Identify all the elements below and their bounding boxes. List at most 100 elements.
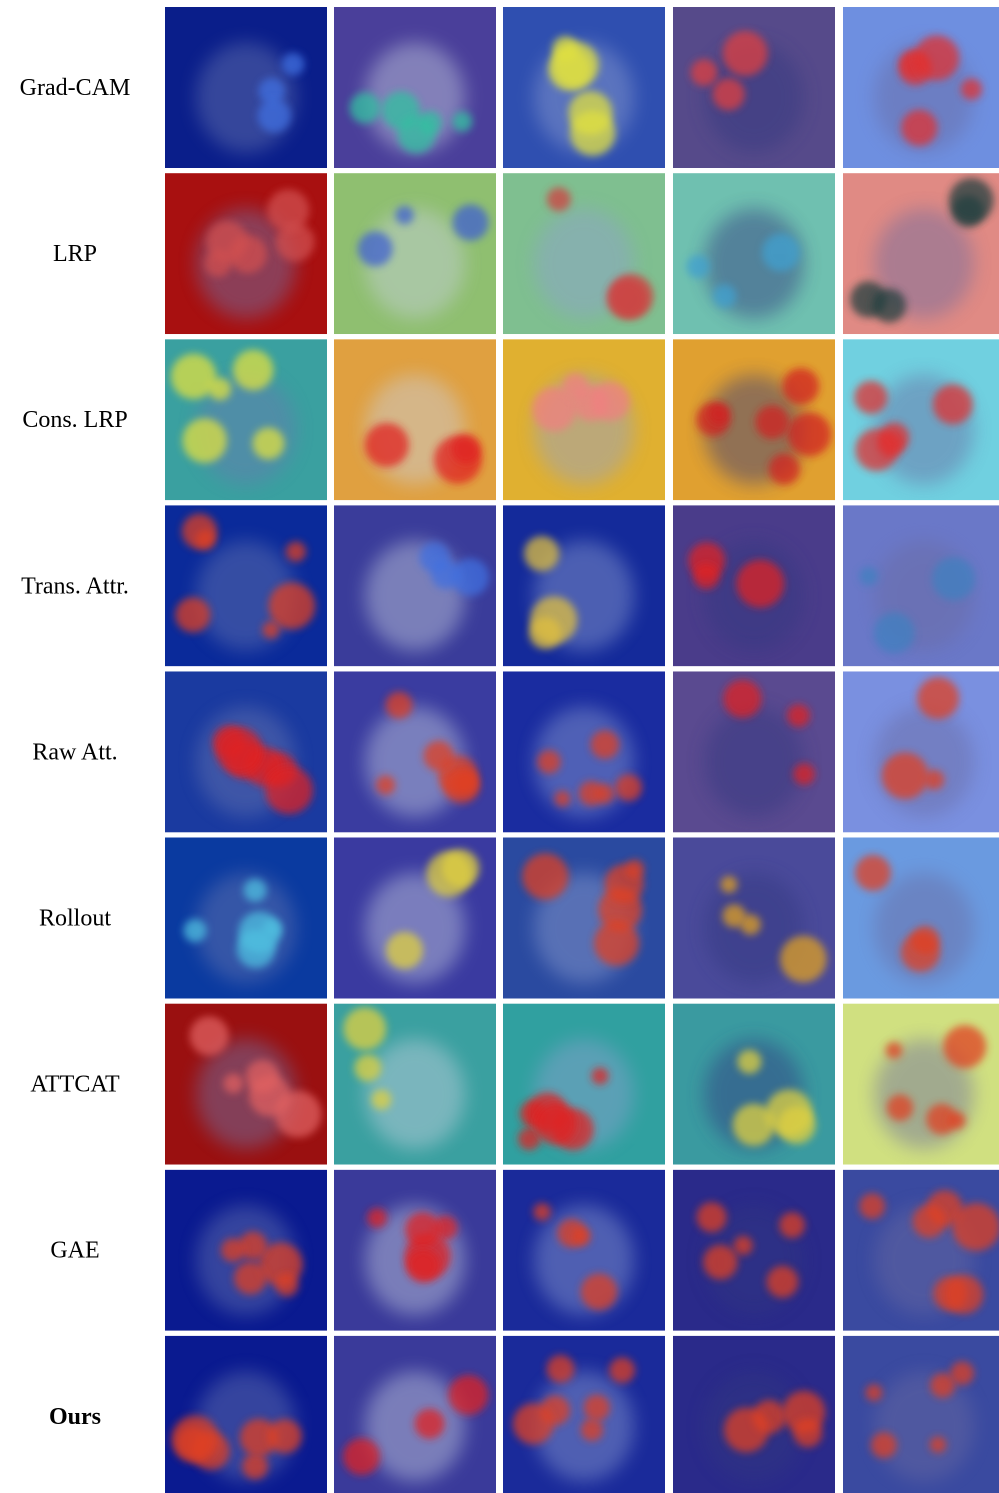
heat-spot: [944, 1275, 983, 1314]
heatmap-image: [503, 505, 665, 666]
heat-spot: [554, 791, 570, 807]
heat-spot: [522, 853, 568, 899]
heat-spot: [406, 1248, 440, 1282]
heat-spot: [615, 774, 642, 801]
heat-spot: [182, 514, 217, 549]
image-subject: [365, 541, 465, 651]
heatmap-image: [843, 1336, 999, 1493]
heat-spot: [952, 1203, 999, 1251]
heat-spot: [547, 1355, 575, 1383]
heatmap-image: [503, 7, 665, 168]
heat-spot: [268, 1419, 302, 1453]
heat-spot: [581, 1419, 603, 1441]
heat-spot: [524, 536, 559, 571]
heat-spot: [343, 1007, 386, 1050]
heatmap-image: [165, 838, 327, 999]
heat-spot: [350, 92, 381, 123]
heat-spot: [171, 1415, 218, 1462]
heat-spot: [787, 412, 831, 456]
heat-spot: [874, 612, 915, 653]
heat-spot: [182, 418, 227, 463]
heat-spot: [911, 926, 939, 954]
row-label: Raw Att.: [32, 739, 117, 765]
heatmap-image: [843, 1170, 999, 1331]
heat-spot: [721, 876, 738, 893]
heat-spot: [865, 1384, 882, 1401]
heat-spot: [736, 560, 784, 608]
heat-spot: [762, 233, 800, 271]
heat-spot: [949, 178, 994, 223]
heat-spot: [780, 936, 827, 983]
heatmap-image: [673, 1170, 835, 1331]
heatmap-image: [334, 1336, 496, 1493]
heatmap-image: [165, 1170, 327, 1331]
heatmap-image: [843, 339, 999, 500]
heat-spot: [607, 279, 647, 319]
heat-spot: [584, 1395, 610, 1421]
heat-spot: [397, 115, 435, 153]
heat-spot: [882, 752, 929, 799]
heat-spot: [282, 53, 305, 76]
heat-spot: [930, 1373, 955, 1398]
row-label: Trans. Attr.: [21, 573, 129, 599]
heat-spot: [703, 1245, 737, 1279]
heat-spot: [376, 775, 395, 794]
row-label: Grad-CAM: [20, 75, 131, 101]
heat-spot: [358, 231, 393, 266]
heat-spot: [452, 112, 472, 132]
heat-spot: [886, 1042, 903, 1059]
heat-spot: [961, 79, 982, 100]
heat-spot: [238, 911, 280, 953]
heatmap-image: [165, 7, 327, 168]
heat-spot: [537, 750, 560, 773]
image-subject: [704, 707, 804, 817]
heat-spot: [443, 767, 479, 803]
heatmap-image: [165, 173, 327, 334]
heat-spot: [572, 1227, 591, 1246]
image-subject: [874, 1371, 974, 1481]
heatmap-image: [673, 1004, 835, 1165]
heat-spot: [343, 1438, 380, 1475]
heat-spot: [901, 110, 937, 146]
heatmap-image: [843, 505, 999, 666]
heatmap-image: [165, 671, 327, 832]
heat-spot: [591, 730, 620, 759]
heat-spot: [713, 284, 737, 308]
heat-spot: [708, 403, 729, 424]
heat-spot: [262, 621, 279, 638]
heat-spot: [234, 1262, 267, 1295]
row-label: ATTCAT: [30, 1072, 120, 1098]
heat-spot: [448, 1375, 488, 1415]
heat-spot: [451, 434, 480, 463]
heat-spot: [405, 1212, 440, 1247]
heat-spot: [242, 1453, 268, 1479]
heat-spot: [724, 1408, 769, 1453]
heat-spot: [206, 221, 247, 262]
heatmap-image: [503, 838, 665, 999]
heat-spot: [933, 384, 973, 424]
heat-spot: [258, 99, 291, 132]
heat-spot: [723, 680, 761, 718]
row-label: Ours: [49, 1404, 101, 1430]
heat-spot: [365, 423, 409, 467]
heatmap-image: [843, 173, 999, 334]
heat-spot: [783, 368, 820, 405]
heat-spot: [914, 35, 959, 80]
heat-spot: [793, 763, 815, 785]
heatmap-image: [673, 838, 835, 999]
heat-spot: [854, 381, 887, 414]
heat-spot: [171, 354, 216, 399]
heat-spot: [223, 1074, 243, 1094]
heat-spot: [286, 541, 306, 561]
heat-spot: [568, 91, 612, 135]
heatmap-image: [503, 1336, 665, 1493]
heat-spot: [415, 1409, 445, 1439]
row-label: GAE: [50, 1238, 99, 1264]
heatmap-image: [503, 173, 665, 334]
heat-spot: [723, 904, 746, 927]
heatmap-image: [334, 505, 496, 666]
heatmap-image: [673, 505, 835, 666]
heatmap-image: [503, 671, 665, 832]
heat-spot: [452, 204, 488, 240]
heat-spot: [932, 557, 975, 600]
